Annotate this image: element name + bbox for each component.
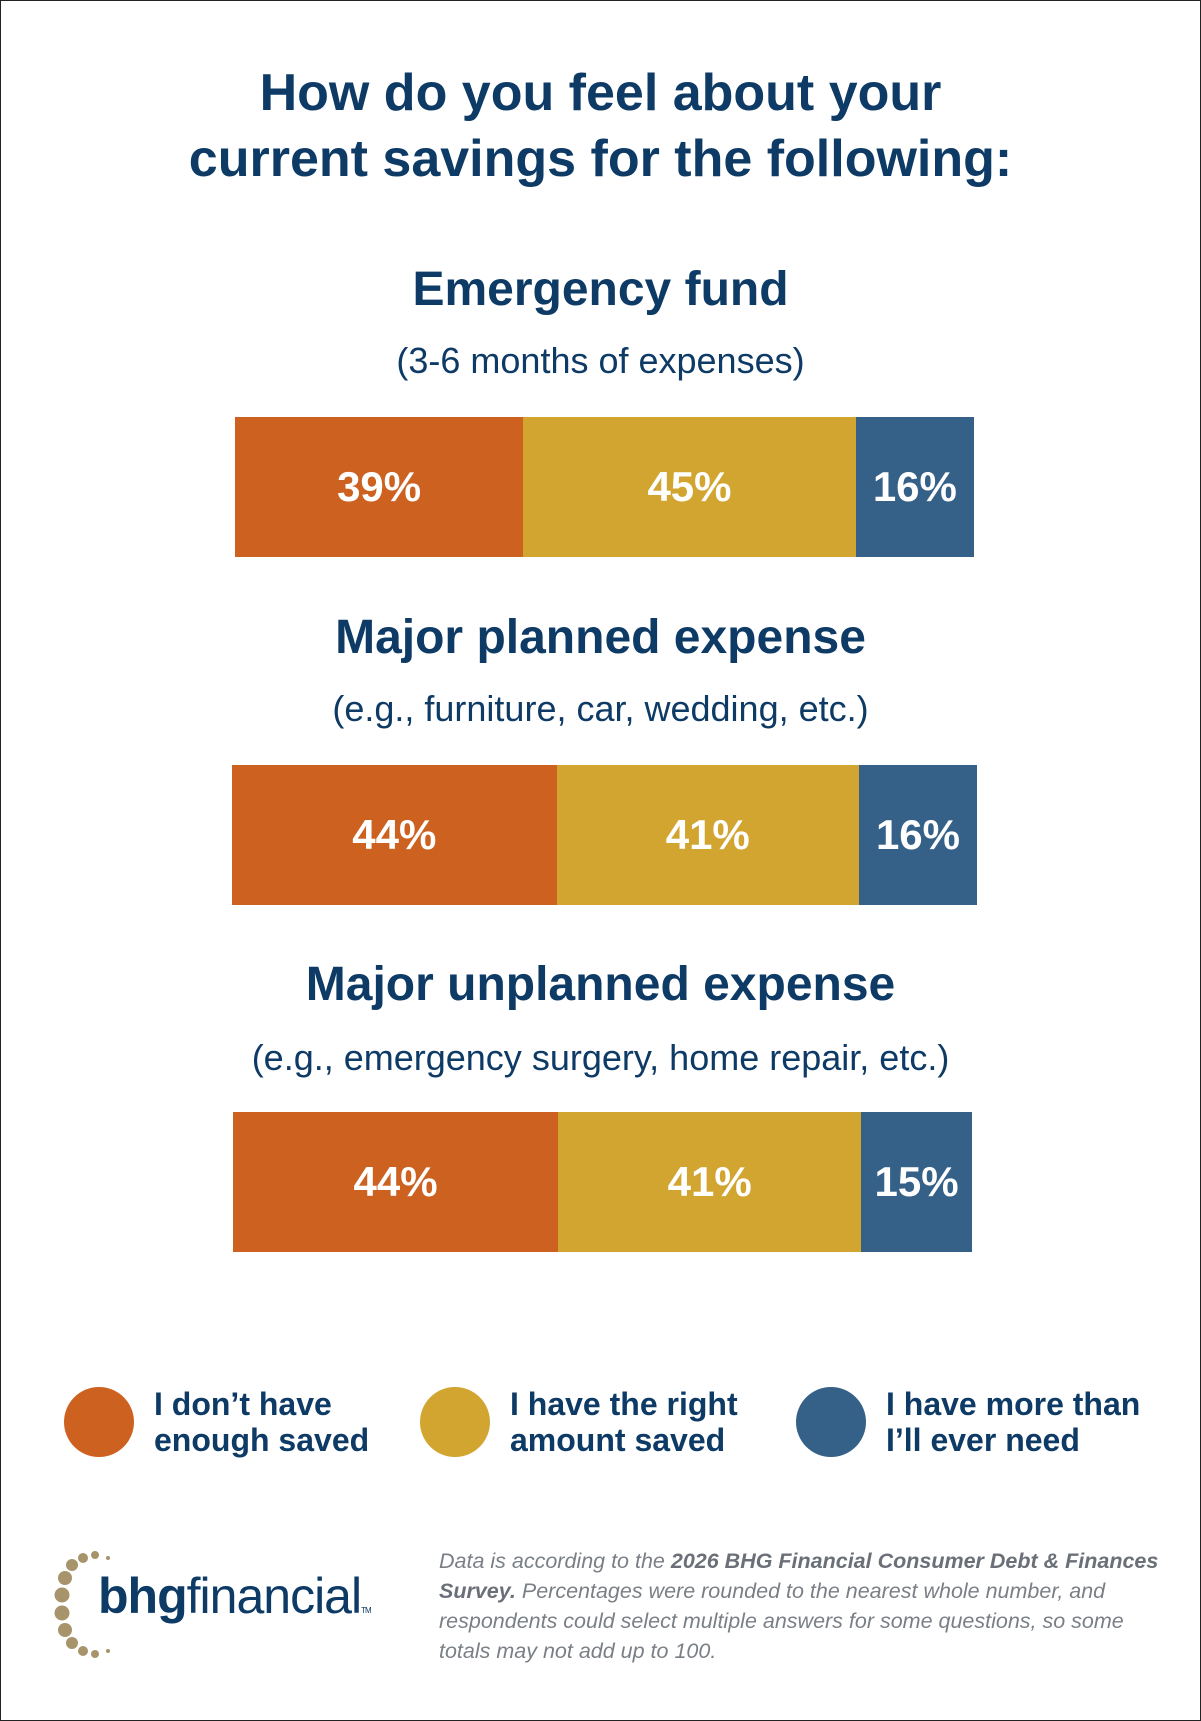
category-subtitle: (3-6 months of expenses): [396, 340, 805, 381]
bar-segment-right-amount: 41%: [556, 765, 859, 905]
legend-label: enough saved: [154, 1422, 370, 1458]
legend-swatch: [420, 1387, 490, 1457]
title-line-1: How do you feel about your: [259, 64, 942, 122]
legend-label: I have the right: [510, 1386, 738, 1422]
legend-label: I have more than: [886, 1386, 1141, 1422]
data-label: 45%: [647, 463, 732, 510]
data-label: 39%: [337, 463, 422, 510]
bar-segment-more-than-needed: 15%: [861, 1112, 972, 1252]
legend-label: I don’t have: [154, 1386, 332, 1422]
title-line-2: current savings for the following:: [188, 130, 1013, 188]
legend-item-right-amount: I have the right amount saved: [420, 1386, 750, 1458]
footnote: Data is according to the 2026 BHG Financ…: [439, 1549, 1159, 1663]
category-title: Major planned expense: [335, 611, 866, 664]
bhg-financial-logo: bhgfinancialTM: [50, 1545, 410, 1665]
bar-segment-more-than-needed: 16%: [855, 417, 974, 557]
legend-label: amount saved: [510, 1422, 726, 1458]
bar-segment-not-enough: 44%: [232, 765, 557, 905]
data-label: 15%: [874, 1158, 959, 1205]
legend-item-not-enough: I don’t have enough saved: [64, 1386, 394, 1458]
data-label: 44%: [353, 1158, 438, 1205]
legend-swatch: [796, 1387, 866, 1457]
legend-item-more-than-needed: I have more than I’ll ever need: [796, 1386, 1166, 1458]
data-label: 41%: [665, 811, 750, 858]
bar-segment-right-amount: 45%: [523, 417, 856, 557]
bar-segment-right-amount: 41%: [558, 1112, 862, 1252]
legend-swatch: [64, 1387, 134, 1457]
stacked-bar: 39% 45% 16%: [235, 417, 974, 557]
data-label: 44%: [352, 811, 437, 858]
bar-segment-not-enough: 44%: [233, 1112, 559, 1252]
data-label: 16%: [875, 811, 960, 858]
category-title: Major unplanned expense: [305, 958, 896, 1011]
category-subtitle: (e.g., emergency surgery, home repair, e…: [251, 1037, 950, 1078]
legend-label: I’ll ever need: [886, 1422, 1080, 1458]
category-title: Emergency fund: [412, 263, 789, 316]
logo-dots-icon: [54, 1551, 110, 1658]
bar-segment-not-enough: 39%: [235, 417, 524, 557]
stacked-bar: 44% 41% 15%: [233, 1112, 972, 1252]
data-label: 16%: [872, 463, 957, 510]
chart-title: How do you feel about your current savin…: [0, 60, 1201, 192]
bar-segment-more-than-needed: 16%: [858, 765, 977, 905]
data-label: 41%: [667, 1158, 752, 1205]
stacked-bar: 44% 41% 16%: [232, 765, 977, 905]
category-subtitle: (e.g., furniture, car, wedding, etc.): [332, 688, 869, 729]
